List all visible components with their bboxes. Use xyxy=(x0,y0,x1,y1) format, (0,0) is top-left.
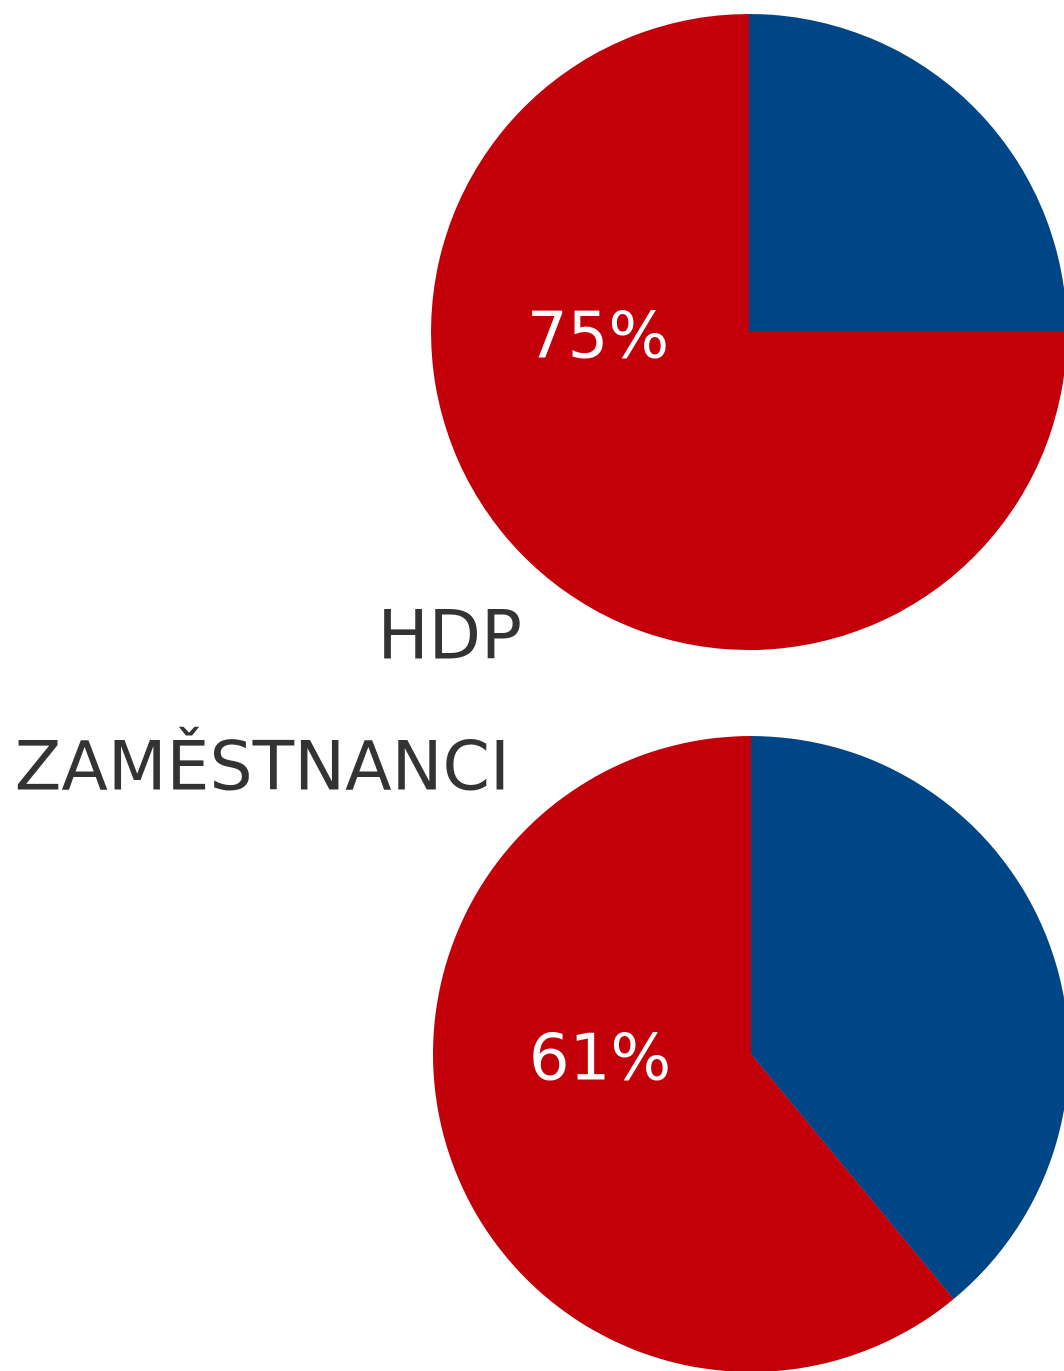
pie-slice xyxy=(432,736,954,1371)
value-label: 75% xyxy=(527,300,669,374)
pie-slice xyxy=(431,14,1064,650)
pie-slice xyxy=(751,736,1064,1300)
chart-title: ZAMĚSTNANCI xyxy=(15,727,510,807)
chart-title: HDP xyxy=(378,597,523,676)
pie-slice xyxy=(749,14,1064,332)
value-label: 61% xyxy=(529,1022,671,1096)
